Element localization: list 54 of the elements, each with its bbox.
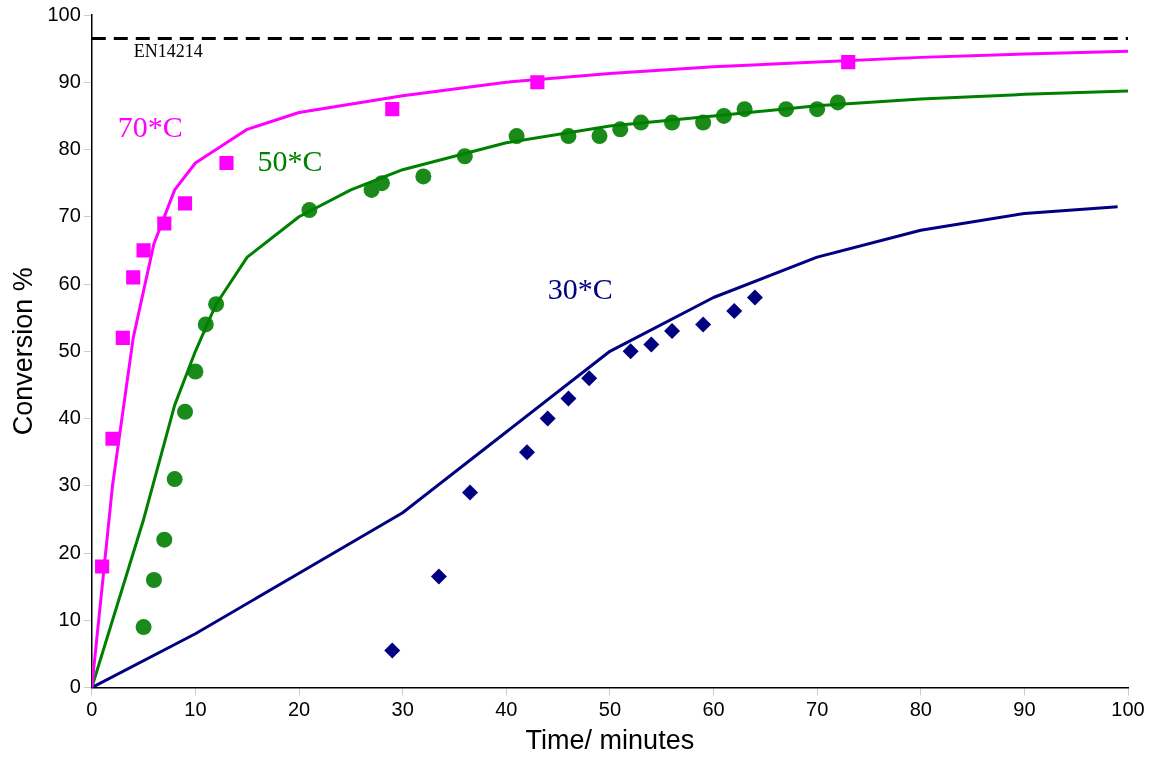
series-label: 50*C — [257, 143, 323, 177]
point — [695, 316, 712, 333]
point — [726, 302, 743, 319]
point — [461, 484, 478, 501]
x-tick-label: 0 — [86, 698, 98, 721]
x-tick-label: 100 — [1111, 698, 1145, 721]
y-tick-label: 60 — [58, 271, 81, 294]
point — [136, 243, 151, 258]
y-tick-label: 20 — [58, 540, 81, 563]
point — [385, 102, 400, 117]
point — [126, 270, 141, 285]
y-tick-label: 80 — [58, 137, 81, 160]
point — [115, 330, 130, 345]
point — [177, 403, 194, 420]
x-tick-label: 20 — [287, 698, 311, 721]
y-tick-label: 30 — [58, 473, 81, 496]
point — [560, 390, 577, 407]
point — [430, 568, 447, 585]
point — [135, 619, 152, 636]
point — [219, 155, 234, 171]
x-axis-title: Time/ minutes — [525, 725, 695, 756]
y-tick-label: 40 — [58, 406, 81, 429]
point — [177, 196, 193, 211]
series-label: 30*C — [547, 271, 613, 305]
point — [166, 471, 183, 488]
point — [415, 168, 432, 185]
series-label: 70*C — [117, 110, 183, 144]
point — [518, 444, 535, 461]
x-tick-label: 10 — [184, 698, 207, 721]
x-tick-label: 90 — [1013, 698, 1036, 721]
y-tick-label: 100 — [47, 2, 81, 25]
x-tick-label: 60 — [702, 698, 725, 721]
y-tick-label: 70 — [58, 204, 81, 227]
point — [591, 128, 608, 145]
x-tick-label: 80 — [909, 698, 932, 721]
point — [622, 343, 639, 360]
x-tick-label: 30 — [391, 698, 414, 721]
point — [581, 370, 598, 387]
point — [384, 642, 401, 659]
y-tick-label: 0 — [69, 675, 81, 698]
point — [643, 336, 660, 353]
ref-line-label: EN14214 — [133, 41, 203, 62]
y-tick-label: 10 — [58, 607, 81, 630]
x-tick-label: 40 — [495, 698, 518, 721]
y-tick-label: 50 — [58, 338, 81, 361]
point — [156, 531, 173, 548]
y-axis-title: Conversion % — [7, 267, 38, 436]
point — [746, 289, 763, 306]
point — [145, 571, 162, 588]
point — [539, 410, 556, 427]
point — [664, 323, 681, 340]
y-tick-label: 90 — [58, 69, 81, 92]
x-tick-label: 50 — [598, 698, 622, 721]
x-tick-label: 70 — [806, 698, 829, 721]
